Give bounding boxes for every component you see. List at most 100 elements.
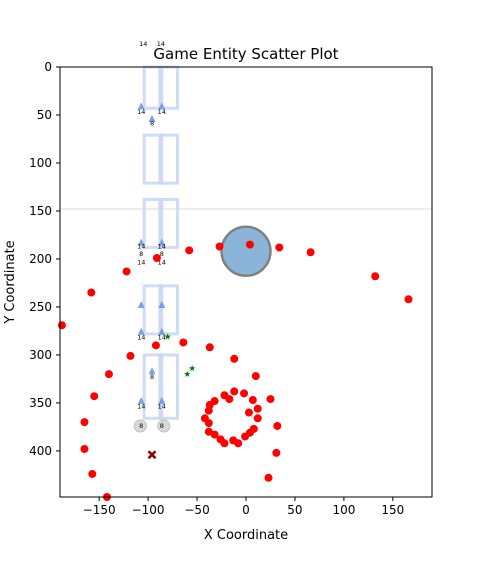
tower-arrow: [137, 397, 145, 405]
enemy-point: [87, 288, 96, 297]
enemy-point: [249, 424, 258, 433]
y-tick-label: 0: [44, 60, 52, 74]
x-tick-label: −50: [184, 503, 209, 517]
enemy-point: [205, 343, 214, 352]
y-tick-label: 200: [29, 252, 52, 266]
tower-arrow: [158, 301, 166, 309]
x-marker: [147, 450, 157, 460]
enemy-point: [204, 406, 213, 415]
tower-arrow: [137, 327, 145, 335]
enemy-point: [126, 351, 135, 360]
enemy-point: [272, 448, 281, 457]
tower-frame: [158, 284, 179, 336]
ghost-point: [133, 419, 147, 433]
enemy-point: [264, 473, 273, 482]
ghost-point: [157, 419, 171, 433]
enemy-point: [275, 243, 284, 252]
enemy-point: [104, 370, 113, 379]
enemy-point: [251, 372, 260, 381]
tower-label: 14: [137, 403, 145, 411]
tower-arrow: [137, 102, 145, 110]
y-tick-label: 300: [29, 348, 52, 362]
enemy-point: [248, 396, 257, 405]
enemy-point: [151, 341, 160, 350]
enemy-point: [253, 414, 262, 423]
item-point: [184, 370, 191, 377]
enemy-point: [80, 445, 89, 454]
enemy-point: [404, 295, 413, 304]
enemy-point: [204, 419, 213, 428]
tower-label: 8: [150, 120, 154, 128]
enemy-point: [90, 392, 99, 401]
tower-arrow: [137, 238, 145, 246]
y-tick-label: 150: [29, 204, 52, 218]
tower-label: 8: [139, 422, 143, 430]
tower-frame: [142, 284, 164, 336]
tower-label: 14: [158, 242, 166, 250]
enemy-point: [210, 430, 219, 439]
tower-frame: [142, 353, 164, 420]
axes: −150 −100 −50 0 50 100 150 0 50 100 150 200 250 300 35…: [29, 60, 404, 517]
y-tick-label: 400: [29, 444, 52, 458]
x-tick-label: −150: [83, 503, 116, 517]
tower-frame: [158, 133, 179, 185]
x-tick-label: 50: [287, 503, 302, 517]
tower-label: 8: [139, 250, 143, 258]
enemy-point: [306, 248, 315, 257]
tower-label: 14: [137, 108, 145, 116]
x-axis-label: X Coordinate: [204, 528, 288, 543]
enemy-point: [230, 387, 239, 396]
tower-label: 14: [137, 259, 145, 267]
tower-label: 8: [160, 250, 164, 258]
enemy-point: [230, 354, 239, 363]
enemy-point: [244, 408, 253, 417]
x-tick-label: 0: [242, 503, 250, 517]
x-marker-stroke: [147, 450, 157, 460]
tower-arrow: [158, 238, 166, 246]
tower-arrow: [158, 102, 166, 110]
enemy-point: [266, 395, 275, 404]
item-point: [164, 333, 171, 340]
x-tick-label: −100: [132, 503, 165, 517]
x-tick-label: 100: [332, 503, 355, 517]
tower-arrow: [158, 397, 166, 405]
tower-label: 14: [158, 259, 166, 267]
enemy-point: [225, 395, 234, 404]
tower-frame: [142, 197, 164, 249]
y-tick-label: 50: [37, 108, 52, 122]
tower-label: 14: [137, 334, 145, 342]
y-axis-label: Y Coordinate: [3, 240, 18, 324]
tower-frame: [158, 353, 179, 420]
y-tick-label: 100: [29, 156, 52, 170]
tower-label: 14: [158, 334, 166, 342]
enemy-point: [234, 439, 243, 448]
enemy-point: [185, 246, 194, 255]
item-point: [188, 364, 196, 372]
y-tick-label: 250: [29, 300, 52, 314]
tower-label: 14: [139, 40, 147, 48]
enemy-point: [273, 421, 282, 430]
tower-arrow: [137, 301, 145, 309]
enemy-point: [179, 338, 188, 347]
tower-label: 14: [137, 242, 145, 250]
tower-label: 8: [160, 422, 164, 430]
enemy-point: [371, 272, 380, 281]
tower-arrow: [158, 327, 166, 335]
tower-frame: [142, 133, 164, 185]
enemy-point: [215, 242, 224, 251]
enemy-point: [253, 404, 262, 413]
chart-title: Game Entity Scatter Plot: [153, 45, 338, 63]
enemy-point: [245, 240, 254, 249]
x-tick-label: 150: [381, 503, 404, 517]
enemy-point: [57, 321, 66, 330]
tower-frame: [158, 197, 179, 249]
tower-arrow: [148, 367, 156, 375]
enemy-point: [80, 418, 89, 427]
enemy-point: [220, 439, 229, 448]
tower-label: 14: [158, 108, 166, 116]
enemy-point: [88, 469, 97, 478]
player-point: [220, 225, 272, 278]
enemy-point: [122, 267, 131, 276]
